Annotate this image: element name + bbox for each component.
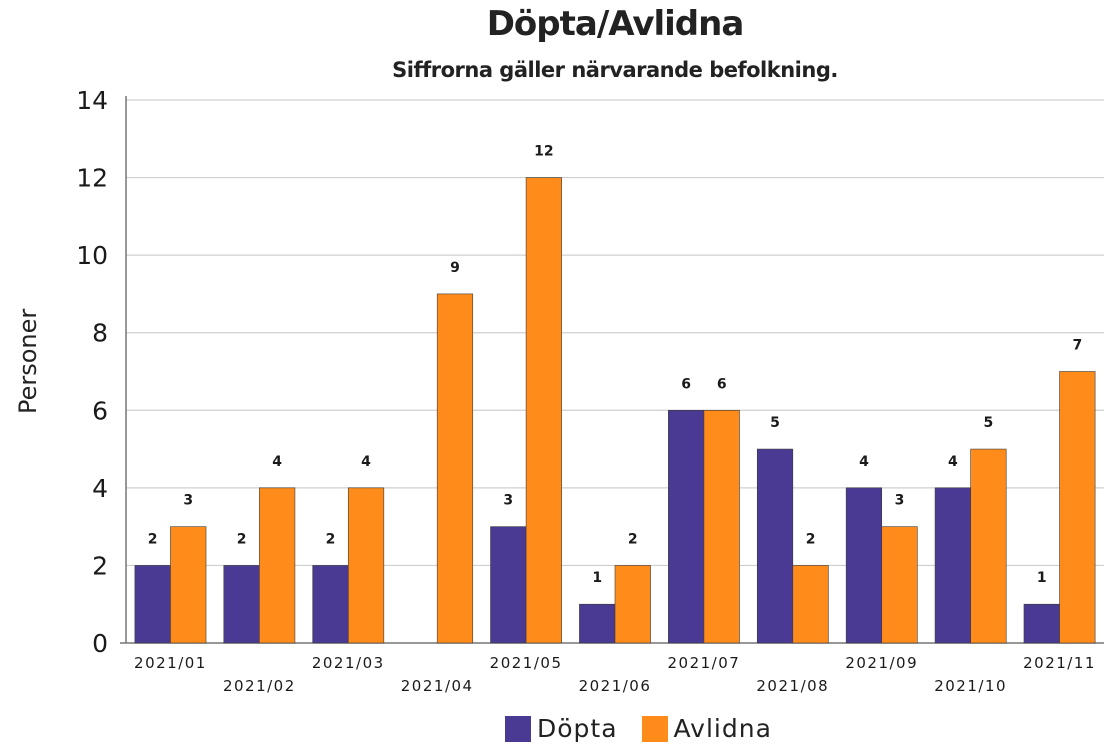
- bar-avlidna: [881, 526, 918, 644]
- legend-label-avlidna: Avlidna: [673, 714, 772, 743]
- y-tick-label: 4: [92, 474, 108, 503]
- bar-dopta: [1023, 603, 1060, 644]
- bar-dopta: [490, 526, 527, 644]
- x-tick-label: 2021/08: [756, 677, 829, 695]
- bar-avlidna: [170, 526, 207, 644]
- x-tick-label: 2021/05: [490, 654, 563, 672]
- data-label: 6: [717, 376, 727, 392]
- x-tick-label: 2021/04: [401, 677, 474, 695]
- y-tick-label: 6: [92, 396, 108, 425]
- x-tick-label: 2021/02: [223, 677, 296, 695]
- chart-subtitle: Siffrorna gäller närvarande befolkning.: [392, 58, 838, 82]
- x-tick-label: 2021/11: [1023, 654, 1096, 672]
- chart-title: Döpta/Avlidna: [486, 4, 745, 44]
- y-tick-label: 12: [76, 164, 108, 193]
- data-label: 2: [148, 531, 158, 547]
- bar-dopta: [668, 409, 705, 644]
- data-label: 4: [361, 454, 371, 470]
- data-label: 4: [272, 454, 282, 470]
- bar-avlidna: [259, 487, 296, 644]
- data-label: 2: [326, 531, 336, 547]
- bar-dopta: [845, 487, 883, 644]
- legend: Döpta Avlidna: [505, 714, 796, 743]
- x-tick-label: 2021/09: [845, 654, 918, 672]
- data-label: 5: [770, 415, 780, 431]
- bar-avlidna: [436, 293, 474, 644]
- y-tick-label: 2: [92, 551, 108, 580]
- bar-dopta: [134, 565, 171, 644]
- y-tick-label: 10: [76, 241, 108, 270]
- x-tick-label: 2021/06: [579, 677, 652, 695]
- bar-avlidna: [525, 177, 562, 644]
- bar-dopta: [934, 487, 971, 644]
- x-tick-label: 2021/03: [312, 654, 385, 672]
- data-label: 3: [183, 493, 193, 509]
- x-tick-label: 2021/01: [134, 654, 207, 672]
- bar-avlidna: [703, 409, 740, 644]
- y-tick-label: 8: [92, 319, 108, 348]
- data-label: 3: [895, 493, 905, 509]
- bar-dopta: [223, 565, 260, 644]
- data-label: 12: [534, 144, 553, 160]
- legend-swatch-avlidna: [641, 715, 668, 742]
- legend-item-avlidna: Avlidna: [641, 714, 772, 743]
- bar-avlidna: [792, 565, 829, 644]
- x-tick-label: 2021/10: [934, 677, 1007, 695]
- y-tick-label: 14: [76, 86, 108, 115]
- bar-avlidna: [970, 448, 1007, 644]
- bar-avlidna: [614, 565, 651, 644]
- data-label: 3: [503, 493, 513, 509]
- data-label: 4: [859, 454, 869, 470]
- data-label: 9: [450, 260, 460, 276]
- data-label: 6: [681, 376, 691, 392]
- bar-dopta: [579, 603, 616, 644]
- data-label: 1: [592, 570, 602, 586]
- legend-item-dopta: Döpta: [505, 714, 618, 743]
- x-tick-label: 2021/07: [667, 654, 740, 672]
- legend-label-dopta: Döpta: [537, 714, 618, 743]
- data-label: 1: [1037, 570, 1047, 586]
- data-label: 5: [984, 415, 994, 431]
- data-label: 2: [628, 531, 638, 547]
- bar-avlidna: [1059, 371, 1096, 644]
- y-tick-label: 0: [92, 629, 108, 658]
- data-label: 2: [237, 531, 247, 547]
- bar-avlidna: [347, 487, 385, 644]
- legend-swatch-dopta: [505, 715, 531, 742]
- bar-dopta: [312, 565, 349, 644]
- data-label: 2: [806, 531, 816, 547]
- data-label: 7: [1072, 338, 1082, 354]
- bar-dopta: [756, 448, 794, 644]
- data-label: 4: [948, 454, 958, 470]
